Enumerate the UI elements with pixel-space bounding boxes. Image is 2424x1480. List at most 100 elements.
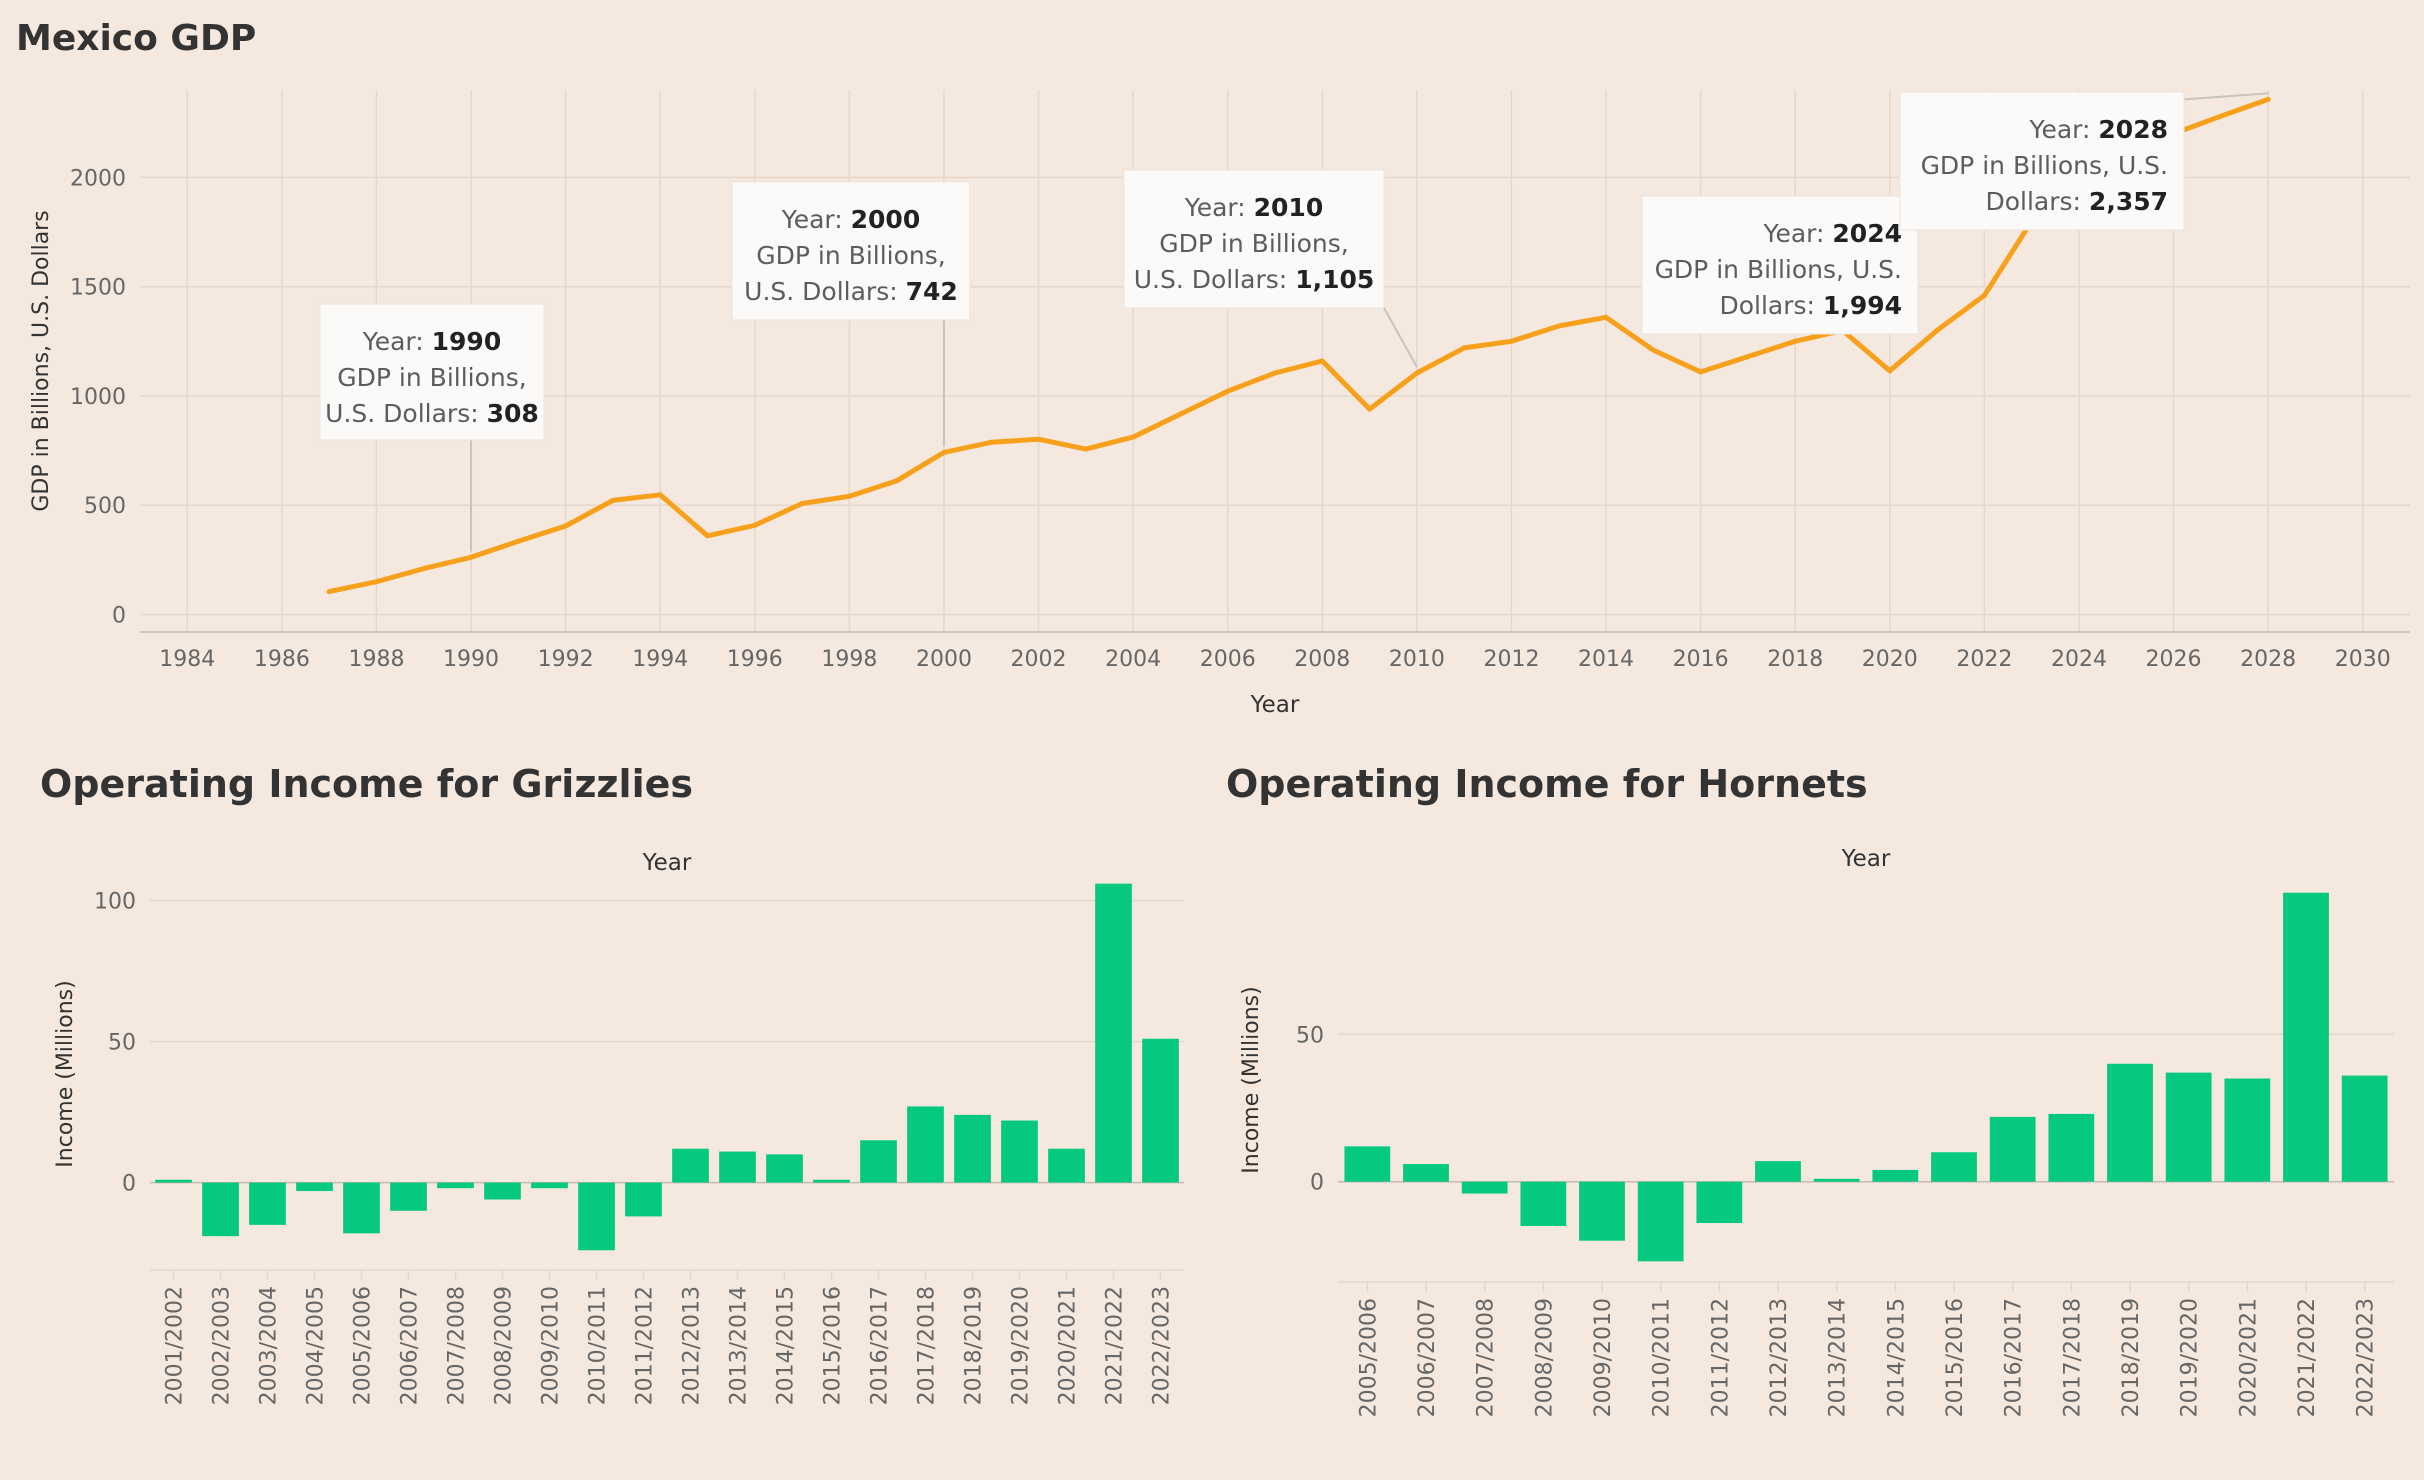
grizzlies-x-tick-label: 2019/2020 xyxy=(1009,1286,1034,1405)
gdp-series-line xyxy=(326,96,2271,595)
gdp-x-tick-label: 1984 xyxy=(159,647,215,672)
gdp-x-tick-label: 1996 xyxy=(727,647,783,672)
grizzlies-x-tick-label: 2003/2004 xyxy=(257,1286,282,1405)
gdp-x-tick-label: 1988 xyxy=(348,647,404,672)
gdp-data-point xyxy=(1367,406,1373,412)
tooltip-field-label: GDP in Billions, U.S. xyxy=(1655,255,1902,284)
grizzlies-x-tick-label: 2004/2005 xyxy=(304,1286,329,1405)
hornets-y-axis-title: Income (Millions) xyxy=(1239,986,1264,1173)
hornets-bar xyxy=(1637,1181,1684,1262)
gdp-data-point xyxy=(1177,411,1183,417)
grizzlies-bar xyxy=(484,1182,521,1200)
grizzlies-x-tick-label: 2014/2015 xyxy=(774,1286,799,1405)
tooltip-line: U.S. Dollars: 1,105 xyxy=(1134,265,1375,294)
tooltip-field-label: GDP in Billions, xyxy=(1159,229,1348,258)
grizzlies-x-tick-label: 2007/2008 xyxy=(445,1286,470,1405)
tooltip-field-label: Dollars: xyxy=(1719,291,1822,320)
gdp-x-tick-label: 1994 xyxy=(632,647,688,672)
tooltip-line: Year: 2010 xyxy=(1184,193,1323,222)
hornets-bar xyxy=(1755,1161,1801,1182)
grizzlies-bar xyxy=(343,1182,380,1234)
grizzlies-bar xyxy=(907,1106,944,1183)
gdp-data-point xyxy=(799,500,805,506)
tooltip-line: GDP in Billions, U.S. xyxy=(1921,151,2168,180)
grizzlies-bar xyxy=(1142,1038,1179,1183)
grizzlies-x-tick-label: 2020/2021 xyxy=(1056,1286,1081,1405)
gdp-x-tick-label: 2010 xyxy=(1389,647,1445,672)
gdp-x-tick-label: 2006 xyxy=(1200,647,1256,672)
hornets-bar xyxy=(2224,1078,2271,1182)
tooltip-box xyxy=(1641,195,1919,335)
gdp-y-axis-title: GDP in Billions, U.S. Dollars xyxy=(29,210,54,511)
tooltip-field-label: Year: xyxy=(781,205,851,234)
gdp-data-point xyxy=(657,492,663,498)
hornets-x-tick-label: 2015/2016 xyxy=(1943,1298,1968,1417)
grizzlies-y-tick-label: 50 xyxy=(108,1031,136,1056)
gdp-data-point xyxy=(1698,369,1704,375)
gdp-data-point xyxy=(421,566,427,572)
grizzlies-x-tick-label: 2001/2002 xyxy=(163,1286,188,1405)
tooltip-field-value: 2010 xyxy=(1254,193,1324,222)
gdp-y-tick-label: 1000 xyxy=(70,385,126,410)
gdp-x-tick-label: 2028 xyxy=(2240,647,2296,672)
hornets-bar xyxy=(2048,1113,2095,1182)
grizzlies-x-tick-label: 2010/2011 xyxy=(586,1286,611,1405)
hornets-bar xyxy=(1403,1164,1449,1182)
tooltip-field-label: U.S. Dollars: xyxy=(1134,265,1295,294)
grizzlies-x-tick-label: 2011/2012 xyxy=(633,1286,658,1405)
tooltip-line: Year: 1990 xyxy=(362,327,501,356)
grizzlies-bar xyxy=(1048,1148,1085,1183)
gdp-data-point xyxy=(1414,370,1420,376)
grizzlies-x-tick-label: 2015/2016 xyxy=(821,1286,846,1405)
tooltip-field-value: 2024 xyxy=(1832,219,1902,248)
gdp-y-tick-label: 1500 xyxy=(70,276,126,301)
gdp-data-point xyxy=(1792,338,1798,344)
grizzlies-bar xyxy=(954,1114,991,1183)
grizzlies-x-tick-label: 2009/2010 xyxy=(539,1286,564,1405)
tooltip-field-value: 2,357 xyxy=(2089,187,2168,216)
gdp-data-point xyxy=(1225,388,1231,394)
gdp-data-point xyxy=(610,497,616,503)
hornets-x-tick-label: 2007/2008 xyxy=(1474,1298,1499,1417)
gdp-data-point xyxy=(515,538,521,544)
hornets-x-tick-label: 2021/2022 xyxy=(2295,1298,2320,1417)
tooltip-line: Year: 2028 xyxy=(2029,115,2168,144)
tooltip-box xyxy=(1123,169,1385,309)
gdp-x-tick-label: 2004 xyxy=(1105,647,1161,672)
gdp-data-point xyxy=(563,523,569,529)
grizzlies-bar xyxy=(249,1182,286,1225)
gdp-x-tick-label: 2008 xyxy=(1294,647,1350,672)
tooltip-line: U.S. Dollars: 308 xyxy=(325,399,539,428)
tooltip-field-value: 1,994 xyxy=(1823,291,1902,320)
gdp-x-tick-label: 2000 xyxy=(916,647,972,672)
hornets-bar xyxy=(1520,1181,1567,1226)
gdp-x-tick-label: 2024 xyxy=(2051,647,2107,672)
hornets-x-tick-label: 2013/2014 xyxy=(1826,1298,1851,1417)
tooltip-line: Year: 2000 xyxy=(781,205,920,234)
hornets-bar xyxy=(1344,1146,1391,1182)
tooltip-box xyxy=(731,181,971,321)
hornets-y-tick-label: 0 xyxy=(1310,1171,1324,1196)
gdp-data-point xyxy=(1083,446,1089,452)
grizzlies-bar xyxy=(672,1148,709,1183)
gdp-x-tick-label: 2022 xyxy=(1956,647,2012,672)
grizzlies-x-tick-label: 2012/2013 xyxy=(680,1286,705,1405)
grizzlies-x-tick-label: 2006/2007 xyxy=(398,1286,423,1405)
gdp-x-tick-label: 1990 xyxy=(443,647,499,672)
grizzlies-y-axis-title: Income (Millions) xyxy=(53,980,78,1167)
tooltip-field-value: 2000 xyxy=(851,205,921,234)
tooltip-line: GDP in Billions, xyxy=(337,363,526,392)
grizzlies-x-tick-label: 2022/2023 xyxy=(1150,1286,1175,1405)
grizzlies-x-tick-label: 2021/2022 xyxy=(1103,1286,1128,1405)
gdp-x-tick-label: 1986 xyxy=(254,647,310,672)
hornets-bar xyxy=(1931,1152,1977,1182)
grizzlies-y-tick-label: 0 xyxy=(122,1172,136,1197)
gdp-x-tick-label: 1992 xyxy=(538,647,594,672)
grizzlies-y-tick-label: 100 xyxy=(94,890,136,915)
gdp-data-point xyxy=(1508,338,1514,344)
hornets-bar xyxy=(1461,1181,1508,1194)
gdp-x-axis-title: Year xyxy=(1250,692,1300,718)
gdp-x-tick-label: 2018 xyxy=(1767,647,1823,672)
gdp-data-point xyxy=(1130,434,1136,440)
